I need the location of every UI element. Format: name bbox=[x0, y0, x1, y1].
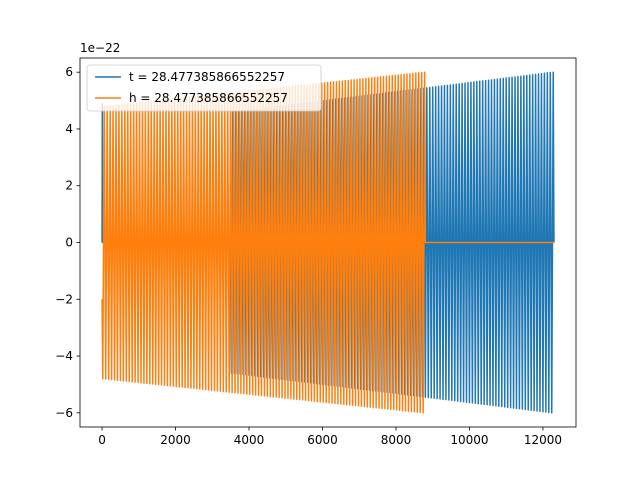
x-tick-label: 10000 bbox=[450, 433, 488, 447]
y-tick-label: −4 bbox=[55, 349, 73, 363]
y-tick-label: −2 bbox=[55, 292, 73, 306]
x-tick-label: 4000 bbox=[234, 433, 265, 447]
x-tick-label: 12000 bbox=[524, 433, 562, 447]
series-line-1 bbox=[101, 71, 554, 414]
y-tick-label: 4 bbox=[65, 122, 73, 136]
legend-box bbox=[86, 64, 322, 112]
x-tick-label: 0 bbox=[98, 433, 106, 447]
legend-label-t: t = 28.477385866552257 bbox=[129, 70, 285, 84]
x-tick-label: 2000 bbox=[160, 433, 191, 447]
y-tick-label: 6 bbox=[65, 65, 73, 79]
y-tick-label: −6 bbox=[55, 406, 73, 420]
x-tick-label: 6000 bbox=[307, 433, 338, 447]
y-offset-label: 1e−22 bbox=[80, 41, 120, 55]
legend: t = 28.477385866552257 h = 28.4773858665… bbox=[86, 64, 322, 112]
legend-label-h: h = 28.477385866552257 bbox=[129, 91, 288, 105]
y-axis-ticks: −6 −4 −2 0 2 4 6 bbox=[55, 65, 80, 420]
y-tick-label: 0 bbox=[65, 236, 73, 250]
series-layer bbox=[101, 71, 555, 414]
x-axis-ticks: 0 2000 4000 6000 8000 10000 12000 bbox=[98, 427, 562, 447]
y-tick-label: 2 bbox=[65, 179, 73, 193]
x-tick-label: 8000 bbox=[381, 433, 412, 447]
